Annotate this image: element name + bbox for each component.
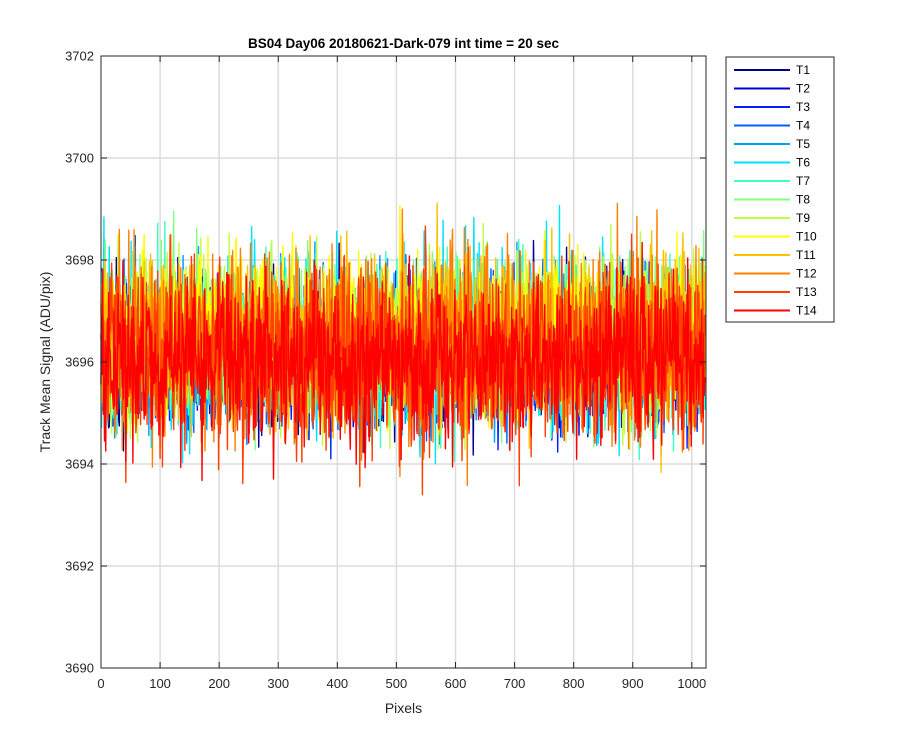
- y-tick-label: 3702: [65, 49, 94, 64]
- legend-label-T11: T11: [796, 248, 816, 262]
- legend-label-T5: T5: [796, 137, 810, 151]
- x-tick-label: 600: [445, 676, 467, 691]
- x-tick-label: 400: [326, 676, 348, 691]
- x-tick-label: 1000: [677, 676, 706, 691]
- x-tick-label: 500: [386, 676, 408, 691]
- x-tick-label: 300: [267, 676, 289, 691]
- legend-label-T2: T2: [796, 82, 810, 96]
- legend-label-T1: T1: [796, 63, 810, 77]
- x-tick-label: 900: [622, 676, 644, 691]
- legend-label-T9: T9: [796, 211, 810, 225]
- x-tick-label: 100: [149, 676, 171, 691]
- y-tick-label: 3700: [65, 151, 94, 166]
- x-axis-label: Pixels: [385, 700, 422, 716]
- legend: T1 T2 T3 T4 T5 T6 T7 T8 T9 T10 T11 T12 T13 T14: [725, 56, 835, 323]
- y-axis-label: Track Mean Signal (ADU/pix): [37, 272, 53, 453]
- series-line-T14: [100, 241, 707, 482]
- x-tick-label: 0: [97, 676, 104, 691]
- y-tick-label: 3692: [65, 559, 94, 574]
- legend-label-T13: T13: [796, 285, 817, 299]
- legend-label-T12: T12: [796, 267, 817, 281]
- legend-label-T8: T8: [796, 193, 810, 207]
- y-tick-label: 3698: [65, 253, 94, 268]
- y-tick-label: 3696: [65, 355, 94, 370]
- legend-label-T10: T10: [796, 230, 817, 244]
- legend-box: [725, 56, 835, 323]
- legend-label-T4: T4: [796, 119, 810, 133]
- y-tick-label: 3690: [65, 661, 94, 676]
- series-lines: [100, 202, 707, 496]
- legend-label-T14: T14: [796, 304, 817, 318]
- legend-label-T7: T7: [796, 174, 810, 188]
- x-tick-label: 800: [563, 676, 585, 691]
- legend-label-T3: T3: [796, 100, 810, 114]
- axis-ticks: 0 100 200 300 400 500 600 700 800 900 1000 3690 3692…: [65, 49, 706, 692]
- y-tick-label: 3694: [65, 457, 94, 472]
- x-tick-label: 700: [504, 676, 526, 691]
- legend-label-T6: T6: [796, 156, 810, 170]
- chart-title: BS04 Day06 20180621-Dark-079 int time = …: [248, 36, 560, 51]
- x-tick-label: 200: [208, 676, 230, 691]
